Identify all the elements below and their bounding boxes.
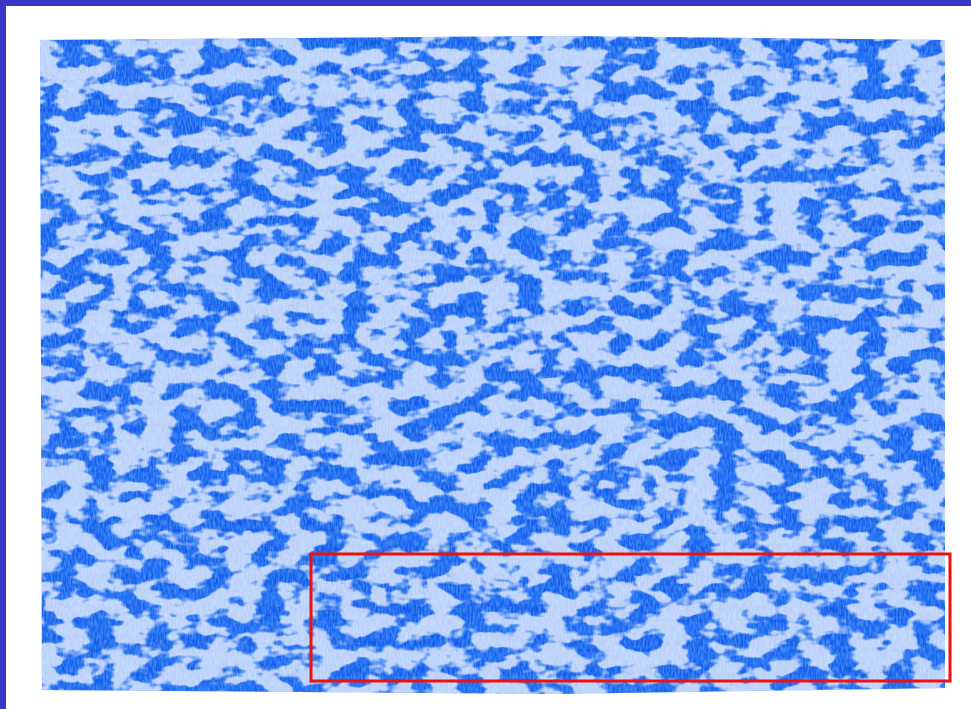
scan-view bbox=[6, 6, 971, 709]
screenshot bbox=[0, 0, 971, 709]
scanned-page bbox=[38, 34, 948, 696]
